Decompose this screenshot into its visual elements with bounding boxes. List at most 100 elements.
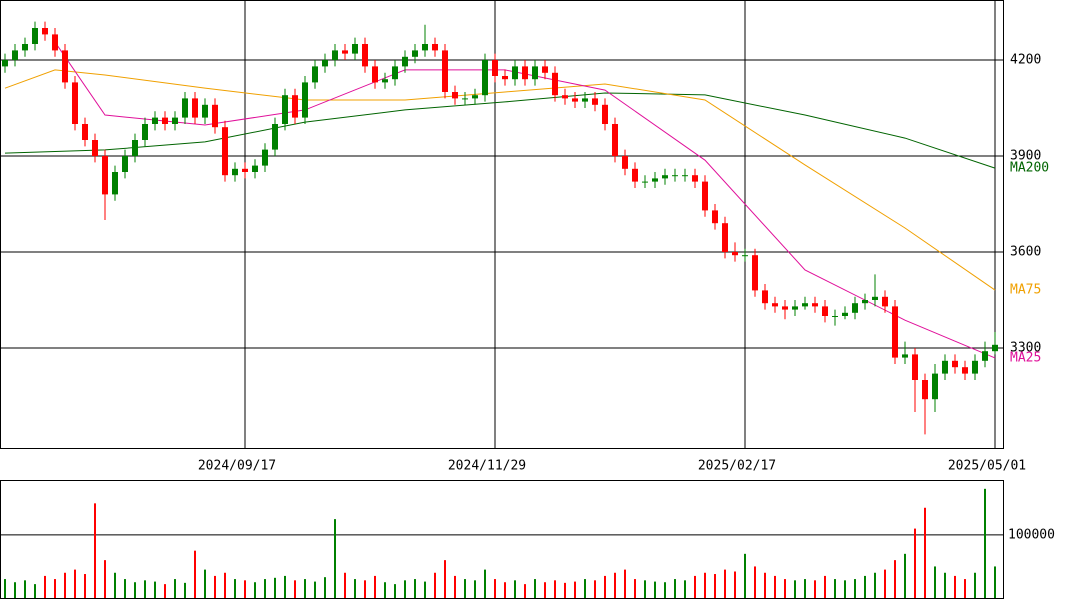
candle-body: [292, 95, 298, 118]
candle-body: [462, 98, 468, 100]
volume-bar: [614, 572, 616, 598]
volume-bar: [404, 580, 406, 598]
candle-body: [442, 50, 448, 92]
legend-label: MA25: [1010, 350, 1041, 365]
volume-bar: [204, 569, 206, 598]
y-tick-label: 4200: [1010, 53, 1041, 68]
volume-bar: [184, 582, 186, 598]
candle-body: [792, 306, 798, 310]
volume-bar: [144, 580, 146, 598]
volume-bar: [584, 579, 586, 598]
candle-body: [262, 149, 268, 166]
candle-body: [382, 79, 388, 83]
candle-body: [92, 140, 98, 156]
price-frame: [0, 0, 1004, 449]
volume-bar: [304, 579, 306, 598]
candle-body: [32, 28, 38, 44]
candle-body: [422, 44, 428, 51]
candle-body: [542, 66, 548, 73]
candle-body: [2, 60, 8, 67]
volume-bar: [934, 566, 936, 598]
volume-bar: [114, 572, 116, 598]
candle-body: [532, 66, 538, 80]
volume-bar: [904, 553, 906, 598]
candle-body: [242, 168, 248, 172]
volume-bar: [784, 579, 786, 598]
volume-bar: [174, 579, 176, 598]
candle-body: [772, 303, 778, 307]
volume-bar: [564, 582, 566, 598]
candle-body: [592, 98, 598, 105]
candle-body: [712, 210, 718, 224]
volume-bar: [914, 528, 916, 598]
volume-bar: [274, 577, 276, 598]
volume-bar: [764, 572, 766, 598]
volume-bar: [474, 580, 476, 598]
volume-bar: [394, 584, 396, 598]
volume-bar: [524, 584, 526, 598]
volume-bar: [604, 575, 606, 598]
volume-bar: [974, 572, 976, 598]
candle-body: [272, 124, 278, 150]
volume-bar: [434, 572, 436, 598]
x-tick-label: 2025/05/01: [948, 459, 1026, 474]
candle-body: [692, 175, 698, 182]
volume-bar: [494, 579, 496, 598]
volume-bar: [554, 580, 556, 598]
candle-body: [732, 252, 738, 256]
candle-body: [572, 98, 578, 102]
volume-bar: [504, 582, 506, 598]
candle-body: [512, 66, 518, 80]
volume-bar: [834, 579, 836, 598]
candle-body: [402, 56, 408, 67]
volume-bar: [824, 575, 826, 598]
x-tick-label: 2024/11/29: [448, 459, 526, 474]
y-tick-label: 3900: [1010, 149, 1041, 164]
candle-body: [652, 178, 658, 182]
volume-bar: [224, 572, 226, 598]
volume-bar: [984, 488, 986, 598]
volume-bar: [484, 569, 486, 598]
volume-bar: [54, 579, 56, 598]
volume-bar: [14, 582, 16, 598]
candle-body: [812, 303, 818, 307]
candle-body: [142, 124, 148, 140]
volume-bar: [344, 572, 346, 598]
volume-bar: [164, 584, 166, 598]
candle-body: [892, 306, 898, 358]
volume-bar: [234, 579, 236, 598]
candle-body: [882, 296, 888, 307]
volume-bar: [154, 581, 156, 598]
volume-bar: [804, 579, 806, 598]
volume-bar: [84, 574, 86, 598]
candle-body: [212, 104, 218, 128]
x-tick-label: 2025/02/17: [698, 459, 776, 474]
candle-body: [872, 296, 878, 300]
candle-body: [192, 98, 198, 118]
candle-body: [582, 98, 588, 102]
candle-body: [562, 95, 568, 99]
volume-bar: [894, 560, 896, 598]
candle-body: [452, 92, 458, 99]
candle-body: [722, 223, 728, 252]
volume-bar: [594, 580, 596, 598]
candle-body: [22, 44, 28, 51]
candle-body: [962, 367, 968, 374]
volume-bar: [964, 579, 966, 598]
candle-body: [72, 82, 78, 124]
volume-bar: [444, 560, 446, 598]
volume-bar: [4, 579, 6, 598]
candle-body: [132, 140, 138, 156]
candle-body: [52, 34, 58, 51]
volume-bar: [194, 550, 196, 598]
candle-body: [112, 172, 118, 195]
volume-bar: [644, 580, 646, 598]
x-tick-label: 2024/09/17: [198, 459, 276, 474]
volume-bar: [44, 575, 46, 598]
volume-bar: [374, 575, 376, 598]
volume-bar: [754, 566, 756, 598]
candle-body: [82, 124, 88, 140]
candle-body: [742, 255, 748, 257]
candle-body: [702, 181, 708, 211]
